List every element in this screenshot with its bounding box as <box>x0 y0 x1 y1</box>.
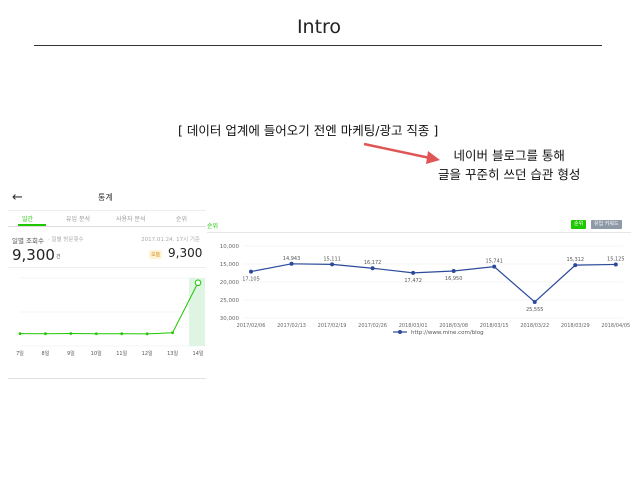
tab-inflow[interactable]: 유입 분석 <box>66 216 90 223</box>
tab-rank[interactable]: 순위 <box>176 216 188 223</box>
data-point <box>289 261 294 266</box>
data-label: 17,472 <box>404 278 422 284</box>
y-tick-label: 25,000 <box>220 298 240 304</box>
x-tick-label: 2017/02/06 <box>237 323 266 329</box>
data-point <box>613 262 618 267</box>
data-label: 15,125 <box>607 256 625 262</box>
y-tick-label: 15,000 <box>220 262 240 268</box>
y-tick-label: 30,000 <box>220 316 240 322</box>
back-arrow-icon[interactable]: ← <box>12 190 23 205</box>
x-tick-label: 2018/03/29 <box>561 323 590 329</box>
slide-title: Intro <box>296 16 342 38</box>
data-point <box>171 331 174 335</box>
red-arrow-icon <box>363 142 440 164</box>
x-tick-label: 12일 <box>142 350 153 357</box>
data-point <box>69 332 73 335</box>
x-tick-label: 11일 <box>116 350 127 357</box>
metric-value-today: 9,300 <box>168 246 203 260</box>
data-label: 25,555 <box>526 307 544 313</box>
y-tick-label: 10,000 <box>220 244 240 250</box>
legend-label: http://www.mine.com/blog <box>411 330 484 336</box>
x-tick-label: 2018/03/15 <box>480 323 509 329</box>
x-tick-label: 2018/03/01 <box>399 323 428 329</box>
mobile-header: ← 통계 <box>8 188 206 211</box>
mobile-header-title: 통계 <box>98 193 113 202</box>
metric-unit: 건 <box>56 254 61 260</box>
side-note-line-2: 글을 꾸준히 쓰던 습관 형성 <box>438 167 581 182</box>
data-point <box>330 262 335 267</box>
side-note: 네이버 블로그를 통해 글을 꾸준히 쓰던 습관 형성 <box>438 146 580 184</box>
data-label: 16,950 <box>445 276 463 282</box>
data-point <box>249 269 253 274</box>
legend-marker <box>398 330 402 334</box>
tab-underline <box>18 224 46 226</box>
series-line <box>19 282 199 335</box>
mobile-tabs: 일간 유입 분석 사용자 분석 순위 <box>8 212 206 227</box>
x-tick-label: 8일 <box>42 350 50 357</box>
data-point <box>194 279 202 287</box>
data-point <box>94 332 98 336</box>
rank-button[interactable]: 순위 <box>571 220 587 229</box>
today-badge: 오늘 <box>149 250 163 259</box>
mobile-stats-screenshot: ← 통계 일간 유입 분석 사용자 분석 순위 일별 조회수 · 일별 방문횟수… <box>8 188 206 379</box>
data-point <box>44 332 47 336</box>
x-tick-label: 2017/02/26 <box>358 323 387 329</box>
tab-daily[interactable]: 일간 <box>22 216 34 223</box>
x-tick-label: 2018/03/08 <box>439 323 468 329</box>
metric-sublabel: · 일별 방문횟수 <box>48 237 84 243</box>
data-point <box>145 332 149 336</box>
data-point <box>451 269 456 274</box>
x-tick-label: 2018/04/05 <box>601 323 630 329</box>
data-label: 16,172 <box>364 260 382 266</box>
x-tick-label: 13일 <box>167 350 178 357</box>
x-tick-label: 2017/02/19 <box>318 323 347 329</box>
data-label: 15,111 <box>323 256 341 262</box>
y-tick-label: 20,000 <box>220 280 240 286</box>
x-tick-label: 7일 <box>16 350 24 357</box>
caption: [ 데이터 업계에 들어오기 전엔 마케팅/광고 직종 ] <box>178 123 439 138</box>
data-label: 15,741 <box>485 259 503 265</box>
x-tick-label: 14일 <box>193 350 204 357</box>
metric-date: 2017.01.24. 17시 기준 <box>141 237 200 243</box>
data-point <box>492 264 497 269</box>
side-note-line-1: 네이버 블로그를 통해 <box>453 148 565 163</box>
data-point <box>411 270 416 275</box>
x-tick-label: 9일 <box>67 350 75 357</box>
tab-users[interactable]: 사용자 분석 <box>116 216 146 223</box>
data-label: 14,943 <box>283 256 301 262</box>
series-line <box>250 263 616 303</box>
divider <box>8 267 206 268</box>
mobile-line-chart: 7일 8일 9일 10일 11일 12일 13일 14일 <box>16 277 205 357</box>
highlight-column <box>189 278 205 346</box>
title-rule <box>34 45 602 46</box>
desktop-toolbar: 순위 순위 유입 키워드 <box>207 218 631 233</box>
metric-value: 9,300 <box>12 246 55 264</box>
data-point <box>370 266 375 271</box>
data-point <box>18 332 22 336</box>
x-tick-label: 10일 <box>91 350 102 357</box>
desktop-rank-screenshot: 순위 순위 유입 키워드 10,000 15,000 20,000 25,000 30,… <box>207 218 631 340</box>
desktop-label: 순위 <box>207 223 219 230</box>
data-label: 17,105 <box>242 277 260 283</box>
data-point <box>120 332 124 336</box>
data-label: 15,312 <box>567 257 585 263</box>
metric-label: 일별 조회수 <box>12 237 44 245</box>
desktop-line-chart: 10,000 15,000 20,000 25,000 30,000 17,105 2017… <box>220 244 630 336</box>
x-tick-label: 2017/02/13 <box>277 323 306 329</box>
keyword-button[interactable]: 유입 키워드 <box>591 220 622 229</box>
data-point <box>573 263 578 268</box>
x-tick-label: 2018/03/22 <box>520 323 549 329</box>
data-point <box>532 299 537 304</box>
